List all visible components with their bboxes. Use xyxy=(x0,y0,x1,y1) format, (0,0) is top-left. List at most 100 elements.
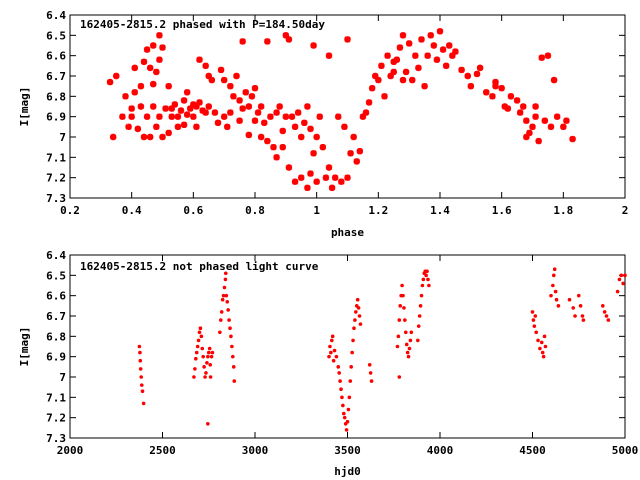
data-point xyxy=(298,133,305,141)
data-point xyxy=(222,285,227,290)
data-point xyxy=(433,56,441,63)
data-point xyxy=(337,371,341,375)
data-point xyxy=(208,76,216,84)
data-point xyxy=(248,93,256,100)
data-point xyxy=(329,338,334,343)
data-point xyxy=(190,113,197,120)
data-point xyxy=(206,350,211,355)
data-point xyxy=(351,338,355,343)
data-point xyxy=(128,113,135,120)
data-point xyxy=(125,123,132,131)
data-point xyxy=(532,113,539,120)
data-point xyxy=(162,105,169,112)
data-point xyxy=(498,85,505,92)
data-point xyxy=(397,318,402,322)
data-point xyxy=(335,113,342,120)
data-point xyxy=(492,78,499,86)
data-point xyxy=(208,375,213,379)
data-point xyxy=(227,109,234,116)
data-point xyxy=(156,32,163,39)
data-point xyxy=(223,271,228,276)
data-point xyxy=(214,119,222,126)
data-point xyxy=(138,350,142,355)
plot-frame xyxy=(69,14,626,199)
data-point xyxy=(369,379,374,383)
data-point xyxy=(345,419,350,424)
data-point xyxy=(523,133,530,141)
data-point xyxy=(419,293,424,298)
y-tick-label: 7.1 xyxy=(46,391,66,404)
data-point xyxy=(301,119,308,126)
data-point xyxy=(365,99,373,106)
x-tick-label: 1 xyxy=(313,204,320,217)
data-point xyxy=(230,344,234,349)
data-point xyxy=(218,330,222,335)
data-point xyxy=(209,354,214,359)
data-point xyxy=(533,314,538,318)
data-point xyxy=(415,64,422,72)
x-tick-label: 2000 xyxy=(57,444,84,457)
data-point xyxy=(220,297,225,302)
data-point xyxy=(205,360,209,365)
data-point xyxy=(405,40,413,47)
chart-title: 162405-2815.2 not phased light curve xyxy=(80,260,319,273)
data-point xyxy=(168,113,175,120)
data-point xyxy=(141,401,146,406)
data-point xyxy=(556,304,561,308)
data-point xyxy=(541,117,549,124)
data-point xyxy=(402,306,406,310)
data-point xyxy=(395,344,400,349)
data-point xyxy=(526,129,533,137)
data-point xyxy=(187,105,194,112)
data-point xyxy=(405,350,410,355)
data-point xyxy=(430,42,438,49)
data-point xyxy=(623,273,627,278)
data-point xyxy=(180,97,188,104)
data-point xyxy=(507,93,515,100)
data-point xyxy=(285,36,293,43)
data-point xyxy=(288,113,296,120)
data-point xyxy=(442,62,450,70)
data-point xyxy=(202,109,209,116)
data-point xyxy=(230,93,237,100)
data-point xyxy=(426,277,430,282)
data-point xyxy=(174,123,182,131)
data-point xyxy=(177,107,185,114)
data-point xyxy=(417,314,422,318)
data-point xyxy=(221,293,226,298)
data-point xyxy=(580,314,585,318)
data-point xyxy=(220,76,228,84)
data-point xyxy=(601,304,605,308)
y-axis-label: I[mag] xyxy=(18,87,31,127)
data-point xyxy=(254,109,262,116)
data-point xyxy=(195,344,200,349)
data-point xyxy=(109,133,117,141)
data-point xyxy=(319,143,327,151)
data-point xyxy=(193,367,197,371)
y-tick-label: 6.7 xyxy=(46,310,66,323)
data-point xyxy=(211,109,219,116)
data-point xyxy=(198,326,203,331)
data-point xyxy=(270,143,277,151)
data-point xyxy=(387,72,394,80)
data-point xyxy=(615,289,620,294)
data-point xyxy=(571,306,575,310)
data-point xyxy=(138,367,143,371)
data-point xyxy=(396,44,404,51)
data-point xyxy=(242,89,249,96)
data-point xyxy=(261,119,268,126)
data-point xyxy=(409,330,414,335)
data-point xyxy=(257,103,265,110)
data-point xyxy=(291,178,299,185)
y-tick-label: 6.5 xyxy=(46,29,66,42)
data-point xyxy=(554,297,559,302)
data-point xyxy=(316,113,323,120)
data-point xyxy=(313,133,320,141)
data-point xyxy=(279,143,286,151)
data-point xyxy=(199,107,206,114)
data-point xyxy=(251,85,259,92)
data-point xyxy=(332,348,337,353)
data-point xyxy=(421,277,426,282)
data-point xyxy=(196,56,203,63)
y-tick-label: 6.5 xyxy=(46,269,66,282)
